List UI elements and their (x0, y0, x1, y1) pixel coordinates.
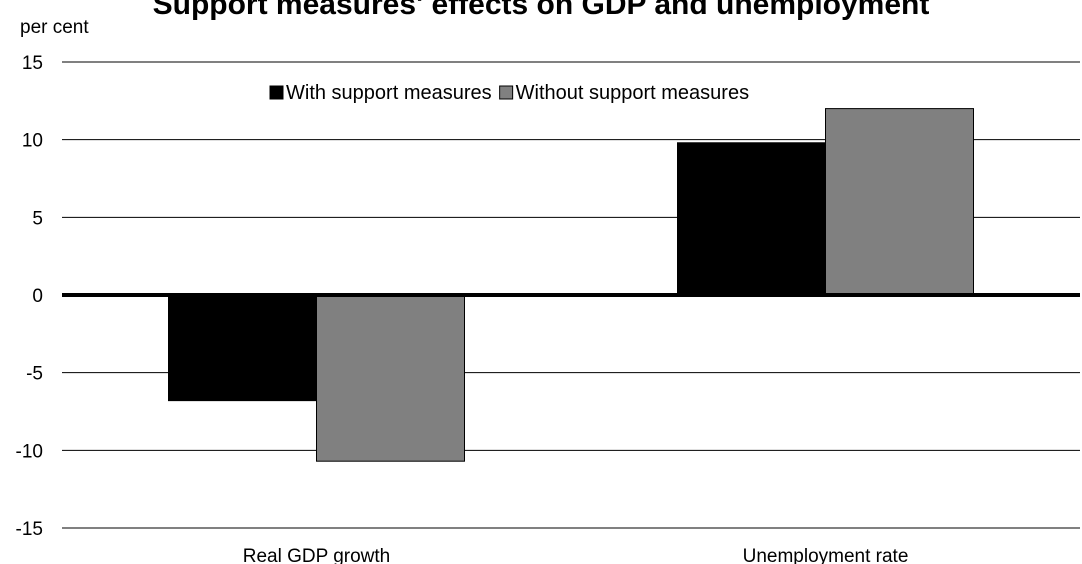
y-axis-label: per cent (20, 17, 89, 38)
y-tick-label: 15 (22, 53, 43, 74)
chart-title: Support measures' effects on GDP and une… (153, 0, 930, 21)
category-label: Real GDP growth (243, 546, 391, 564)
bar-without-support-0 (316, 294, 465, 462)
legend-swatch (499, 85, 514, 100)
y-tick-labels: 15 10 5 0 -5 -10 -15 (16, 53, 43, 540)
legend-entry: With support measures (286, 82, 492, 104)
bar-with-support-1 (677, 142, 826, 296)
legend: With support measures Without support mea… (269, 82, 749, 104)
y-tick-label: -10 (16, 441, 43, 462)
y-tick-label: -5 (26, 364, 43, 385)
y-tick-label: 0 (32, 286, 43, 307)
y-tick-label: 10 (22, 131, 43, 152)
bar-with-support-0 (168, 294, 317, 402)
y-tick-label: -15 (16, 519, 43, 540)
category-labels: Real GDP growth Unemployment rate (243, 546, 909, 564)
legend-entry: Without support measures (516, 82, 749, 104)
bar-without-support-1 (825, 108, 974, 296)
bars (168, 108, 974, 462)
category-label: Unemployment rate (743, 546, 909, 564)
y-tick-label: 5 (32, 208, 43, 229)
legend-swatch (269, 85, 284, 100)
